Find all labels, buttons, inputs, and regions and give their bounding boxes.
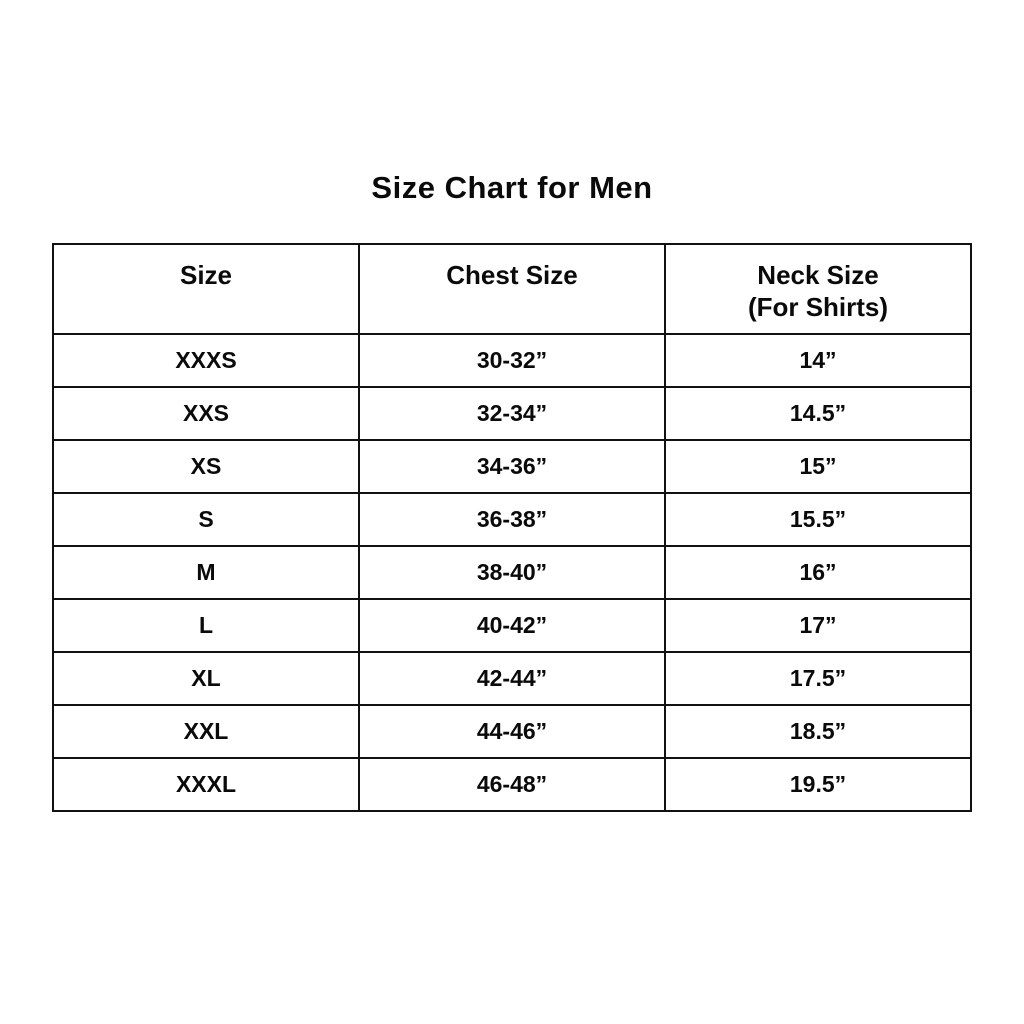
cell-chest: 32-34”	[358, 386, 666, 441]
cell-neck: 19.5”	[664, 757, 972, 812]
cell-size: M	[52, 545, 360, 600]
cell-neck: 14.5”	[664, 386, 972, 441]
cell-chest: 46-48”	[358, 757, 666, 812]
table-row: XL 42-44” 17.5”	[52, 651, 972, 706]
cell-size: XXXS	[52, 333, 360, 388]
cell-size: XS	[52, 439, 360, 494]
cell-neck: 14”	[664, 333, 972, 388]
cell-size: XXL	[52, 704, 360, 759]
cell-chest: 42-44”	[358, 651, 666, 706]
table-row: S 36-38” 15.5”	[52, 492, 972, 547]
cell-size: XXXL	[52, 757, 360, 812]
cell-neck: 18.5”	[664, 704, 972, 759]
cell-chest: 36-38”	[358, 492, 666, 547]
cell-chest: 30-32”	[358, 333, 666, 388]
header-neck-size-sublabel: (For Shirts)	[747, 291, 889, 322]
table-row: XXXS 30-32” 14”	[52, 333, 972, 388]
table-body: XXXS 30-32” 14” XXS 32-34” 14.5” XS 34-3…	[52, 333, 972, 812]
header-neck-size-label: Neck Size	[757, 260, 879, 290]
table-row: XXS 32-34” 14.5”	[52, 386, 972, 441]
size-chart-table: Size Chest Size Neck Size (For Shirts) X…	[52, 243, 972, 812]
cell-neck: 16”	[664, 545, 972, 600]
header-cell-chest-size: Chest Size	[358, 243, 666, 335]
header-row: Size Chest Size Neck Size (For Shirts)	[52, 243, 972, 335]
cell-size: L	[52, 598, 360, 653]
cell-neck: 17”	[664, 598, 972, 653]
cell-neck: 17.5”	[664, 651, 972, 706]
table-header: Size Chest Size Neck Size (For Shirts)	[52, 243, 972, 335]
table-row: XXXL 46-48” 19.5”	[52, 757, 972, 812]
cell-size: S	[52, 492, 360, 547]
cell-chest: 40-42”	[358, 598, 666, 653]
table-row: M 38-40” 16”	[52, 545, 972, 600]
header-cell-size: Size	[52, 243, 360, 335]
table-row: XS 34-36” 15”	[52, 439, 972, 494]
page-title: Size Chart for Men	[371, 170, 653, 205]
cell-chest: 38-40”	[358, 545, 666, 600]
header-cell-neck-size: Neck Size (For Shirts)	[664, 243, 972, 335]
cell-size: XL	[52, 651, 360, 706]
table-row: L 40-42” 17”	[52, 598, 972, 653]
table-row: XXL 44-46” 18.5”	[52, 704, 972, 759]
cell-chest: 34-36”	[358, 439, 666, 494]
cell-chest: 44-46”	[358, 704, 666, 759]
cell-size: XXS	[52, 386, 360, 441]
cell-neck: 15”	[664, 439, 972, 494]
cell-neck: 15.5”	[664, 492, 972, 547]
